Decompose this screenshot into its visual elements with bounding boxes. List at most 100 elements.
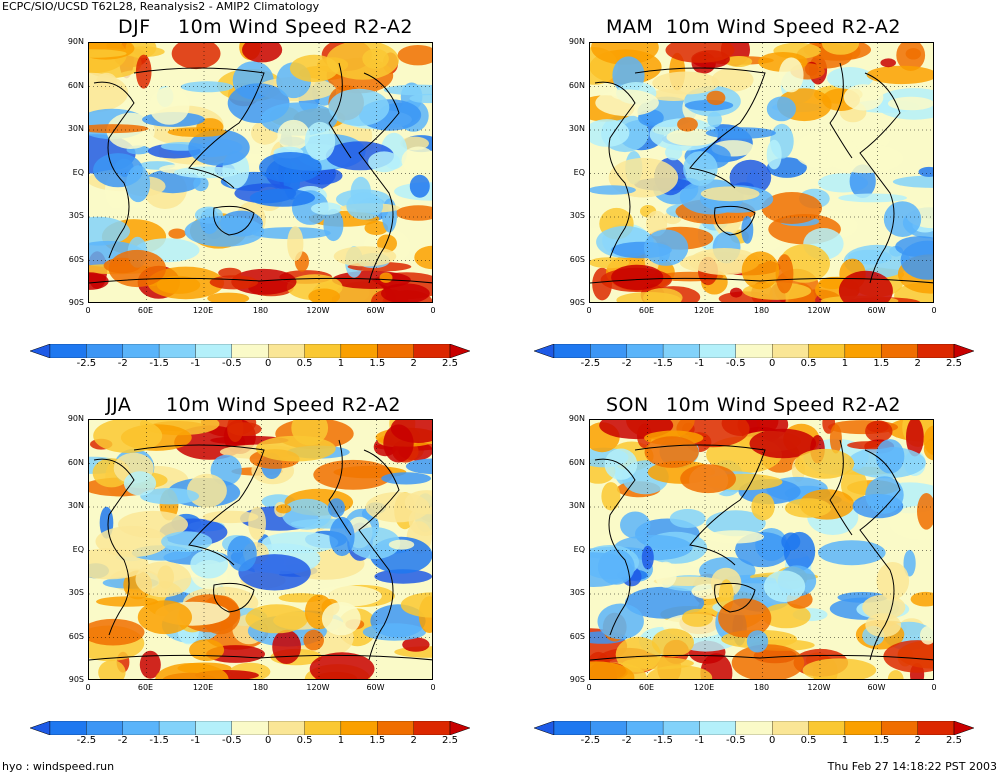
colorbar-label: -2 xyxy=(117,358,128,369)
lat-tick-label: EQ xyxy=(72,544,84,554)
lat-tick-label: 90S xyxy=(569,675,585,684)
lon-tick-label: 180 xyxy=(753,683,770,692)
lon-tick-label: 120W xyxy=(807,306,831,315)
colorbar-label: -0.5 xyxy=(222,358,242,369)
colorbar-label: 0.5 xyxy=(800,735,817,746)
colorbar-label: 1 xyxy=(337,735,345,746)
lat-tick-label: 60N xyxy=(67,457,84,467)
season-label: SON xyxy=(606,394,649,416)
lon-tick-label: 60E xyxy=(137,306,154,315)
colorbar-label: -2.5 xyxy=(580,358,601,369)
colorbar-label: 2.5 xyxy=(442,358,458,369)
season-label: MAM xyxy=(606,16,654,38)
colorbar-label: -1 xyxy=(694,358,705,369)
lat-tick-label: 90N xyxy=(67,37,84,46)
colorbar-label: 1 xyxy=(841,735,849,746)
colorbar-label: -1.5 xyxy=(653,735,673,746)
lat-tick-label: 90N xyxy=(568,37,585,46)
season-label: DJF xyxy=(118,16,151,38)
lon-tick-label: 180 xyxy=(252,683,269,692)
colorbar-label: 0.5 xyxy=(296,358,313,369)
lon-tick-label: 0 xyxy=(586,683,592,692)
lon-tick-label: 60E xyxy=(638,683,655,692)
lon-tick-label: 120W xyxy=(306,683,330,692)
contour-map xyxy=(88,419,433,680)
lon-tick-label: 0 xyxy=(430,306,436,315)
lat-tick-label: EQ xyxy=(573,167,585,177)
lat-tick-label: 90N xyxy=(67,414,84,423)
colorbar-label: 0 xyxy=(768,735,776,746)
lon-tick-label: 0 xyxy=(586,306,592,315)
lat-tick-label: 60S xyxy=(68,254,84,264)
lat-tick-label: 30S xyxy=(68,211,84,220)
lat-tick-label: 60N xyxy=(67,80,84,90)
colorbar-label: -1.5 xyxy=(653,358,673,369)
lat-tick-label: EQ xyxy=(72,167,84,177)
lon-tick-label: 0 xyxy=(430,683,436,692)
lat-tick-label: 60N xyxy=(568,457,585,467)
lat-tick-label: 60S xyxy=(68,631,84,641)
colorbar-label: -1 xyxy=(190,358,201,369)
lat-tick-label: 60N xyxy=(568,80,585,90)
colorbar-label: -1.5 xyxy=(149,358,169,369)
colorbar-label: -2.5 xyxy=(76,735,97,746)
lon-tick-label: 0 xyxy=(85,683,91,692)
colorbar-label: -1 xyxy=(694,735,705,746)
lon-tick-label: 180 xyxy=(753,306,770,315)
lon-tick-label: 0 xyxy=(931,683,937,692)
lon-tick-label: 60E xyxy=(638,306,655,315)
colorbar-label: -1 xyxy=(190,735,201,746)
variable-label: 10m Wind Speed R2-A2 xyxy=(166,394,401,416)
colorbar xyxy=(29,343,471,362)
colorbar xyxy=(533,720,975,739)
panel-title: DJF 10m Wind Speed R2-A2 xyxy=(118,16,413,38)
lon-tick-label: 180 xyxy=(252,306,269,315)
colorbar-label: -0.5 xyxy=(726,358,746,369)
season-label: JJA xyxy=(106,394,132,416)
colorbar-label: 2 xyxy=(914,735,921,746)
colorbar-label: 2 xyxy=(410,358,417,369)
colorbar-label: 0.5 xyxy=(296,735,313,746)
lon-tick-label: 120E xyxy=(693,683,715,692)
lat-tick-label: 30N xyxy=(67,501,84,510)
colorbar-label: 1.5 xyxy=(873,735,890,746)
colorbar-label: 1 xyxy=(841,358,849,369)
colorbar-label: 2.5 xyxy=(442,735,458,746)
lon-tick-label: 60W xyxy=(867,683,886,692)
variable-label: 10m Wind Speed R2-A2 xyxy=(178,16,413,38)
colorbar-label: -2 xyxy=(117,735,128,746)
contour-map xyxy=(88,42,433,303)
variable-label: 10m Wind Speed R2-A2 xyxy=(666,16,901,38)
lat-tick-label: 60S xyxy=(569,254,585,264)
variable-label: 10m Wind Speed R2-A2 xyxy=(666,394,901,416)
panel-title: MAM 10m Wind Speed R2-A2 xyxy=(606,16,901,38)
colorbar-label: 2.5 xyxy=(946,358,962,369)
colorbar-label: 0 xyxy=(768,358,776,369)
lat-tick-label: 30S xyxy=(68,588,84,597)
lon-tick-label: 120W xyxy=(807,683,831,692)
colorbar-label: -2.5 xyxy=(580,735,601,746)
lat-tick-label: 90S xyxy=(68,298,84,307)
lat-tick-label: 30S xyxy=(569,588,585,597)
lon-tick-label: 60W xyxy=(366,306,385,315)
lat-tick-label: 30N xyxy=(568,501,585,510)
colorbar-label: -0.5 xyxy=(222,735,242,746)
colorbar-label: 0 xyxy=(264,358,272,369)
lon-tick-label: 60W xyxy=(366,683,385,692)
footer-script: hyo : windspeed.run xyxy=(2,760,115,773)
colorbar-label: 0.5 xyxy=(800,358,817,369)
colorbar-label: 0 xyxy=(264,735,272,746)
contour-map xyxy=(589,42,934,303)
lat-tick-label: 30N xyxy=(568,124,585,133)
colorbar-label: 1 xyxy=(337,358,345,369)
lon-tick-label: 0 xyxy=(85,306,91,315)
lat-tick-label: 90S xyxy=(68,675,84,684)
lon-tick-label: 60W xyxy=(867,306,886,315)
panel-title: SON 10m Wind Speed R2-A2 xyxy=(606,394,901,416)
lon-tick-label: 60E xyxy=(137,683,154,692)
colorbar-label: -2 xyxy=(621,735,632,746)
lon-tick-label: 120E xyxy=(192,306,214,315)
colorbar-label: 2 xyxy=(410,735,417,746)
contour-map xyxy=(589,419,934,680)
colorbar-label: 1.5 xyxy=(369,735,386,746)
